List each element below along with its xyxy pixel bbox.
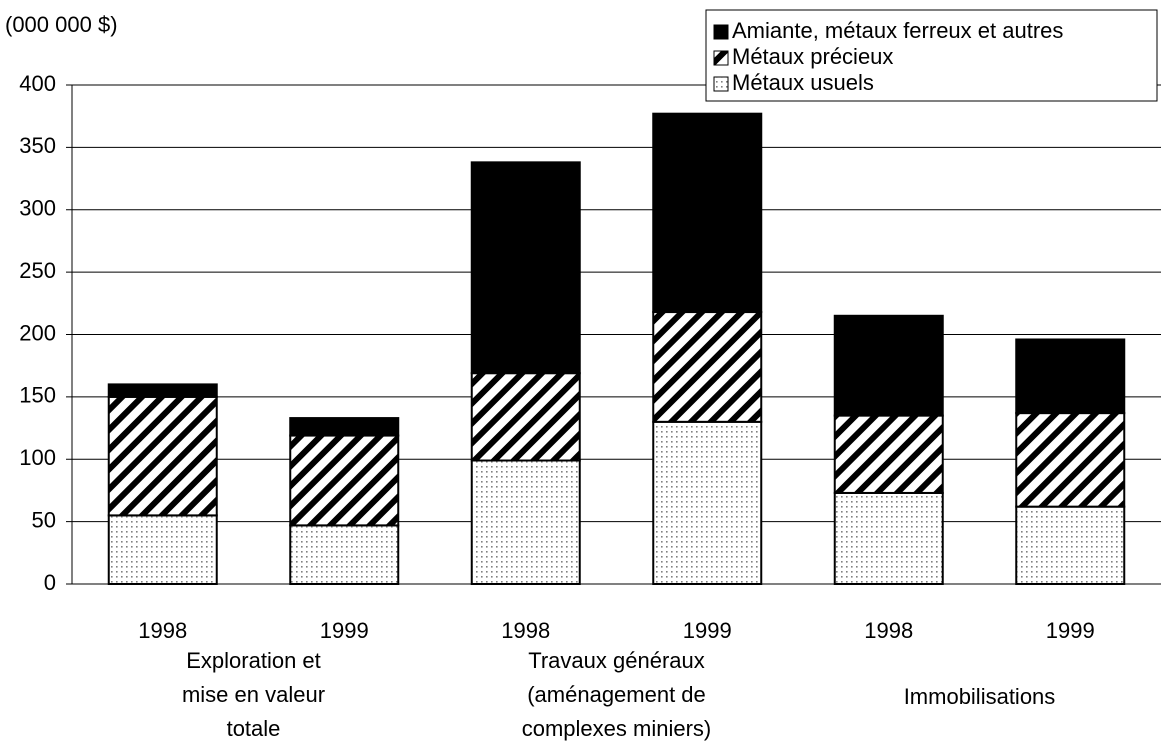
bar-segment xyxy=(107,383,218,398)
bar-segment xyxy=(470,372,581,462)
y-tick-label: 0 xyxy=(44,570,56,595)
bar-segment xyxy=(1015,505,1126,585)
legend-swatch xyxy=(713,76,729,92)
bar-segment xyxy=(652,420,763,586)
legend-label: Métaux usuels xyxy=(732,70,874,95)
group-label: (aménagement de xyxy=(527,682,706,707)
y-tick-label: 100 xyxy=(19,445,56,470)
y-tick-label: 400 xyxy=(19,71,56,96)
bar-segment xyxy=(833,491,944,585)
y-tick-label: 150 xyxy=(19,383,56,408)
bar-segment xyxy=(652,311,763,423)
bar-segment xyxy=(652,112,763,314)
y-tick-label: 350 xyxy=(19,133,56,158)
bar-segment xyxy=(107,395,218,517)
x-tick-label: 1999 xyxy=(320,618,369,643)
group-label: Travaux généraux xyxy=(528,648,705,673)
x-tick-label: 1999 xyxy=(1046,618,1095,643)
y-tick-label: 50 xyxy=(32,507,56,532)
y-tick-label: 250 xyxy=(19,258,56,283)
bar-segment xyxy=(1015,412,1126,508)
bar-segment xyxy=(107,514,218,586)
bar-segment xyxy=(289,417,400,437)
legend-swatch xyxy=(713,50,729,66)
bar-segment xyxy=(833,314,944,417)
bar-segment xyxy=(1015,338,1126,415)
y-unit-label: (000 000 $) xyxy=(5,12,118,37)
y-tick-label: 200 xyxy=(19,320,56,345)
x-tick-label: 1999 xyxy=(683,618,732,643)
legend-swatch xyxy=(713,24,729,40)
legend-label: Métaux précieux xyxy=(732,44,893,69)
bar-segment xyxy=(470,161,581,375)
legend-label: Amiante, métaux ferreux et autres xyxy=(732,18,1063,43)
x-tick-label: 1998 xyxy=(501,618,550,643)
bar-segment xyxy=(289,434,400,527)
legend-box xyxy=(705,9,1158,102)
bar-segment xyxy=(833,414,944,494)
group-label: totale xyxy=(227,716,281,741)
bar-segment xyxy=(470,459,581,585)
group-label: complexes miniers) xyxy=(522,716,712,741)
bar-segment xyxy=(289,524,400,585)
x-tick-label: 1998 xyxy=(864,618,913,643)
group-label: Immobilisations xyxy=(904,684,1056,709)
group-label: mise en valeur xyxy=(182,682,325,707)
y-tick-label: 300 xyxy=(19,196,56,221)
group-label: Exploration et xyxy=(186,648,321,673)
x-tick-label: 1998 xyxy=(138,618,187,643)
